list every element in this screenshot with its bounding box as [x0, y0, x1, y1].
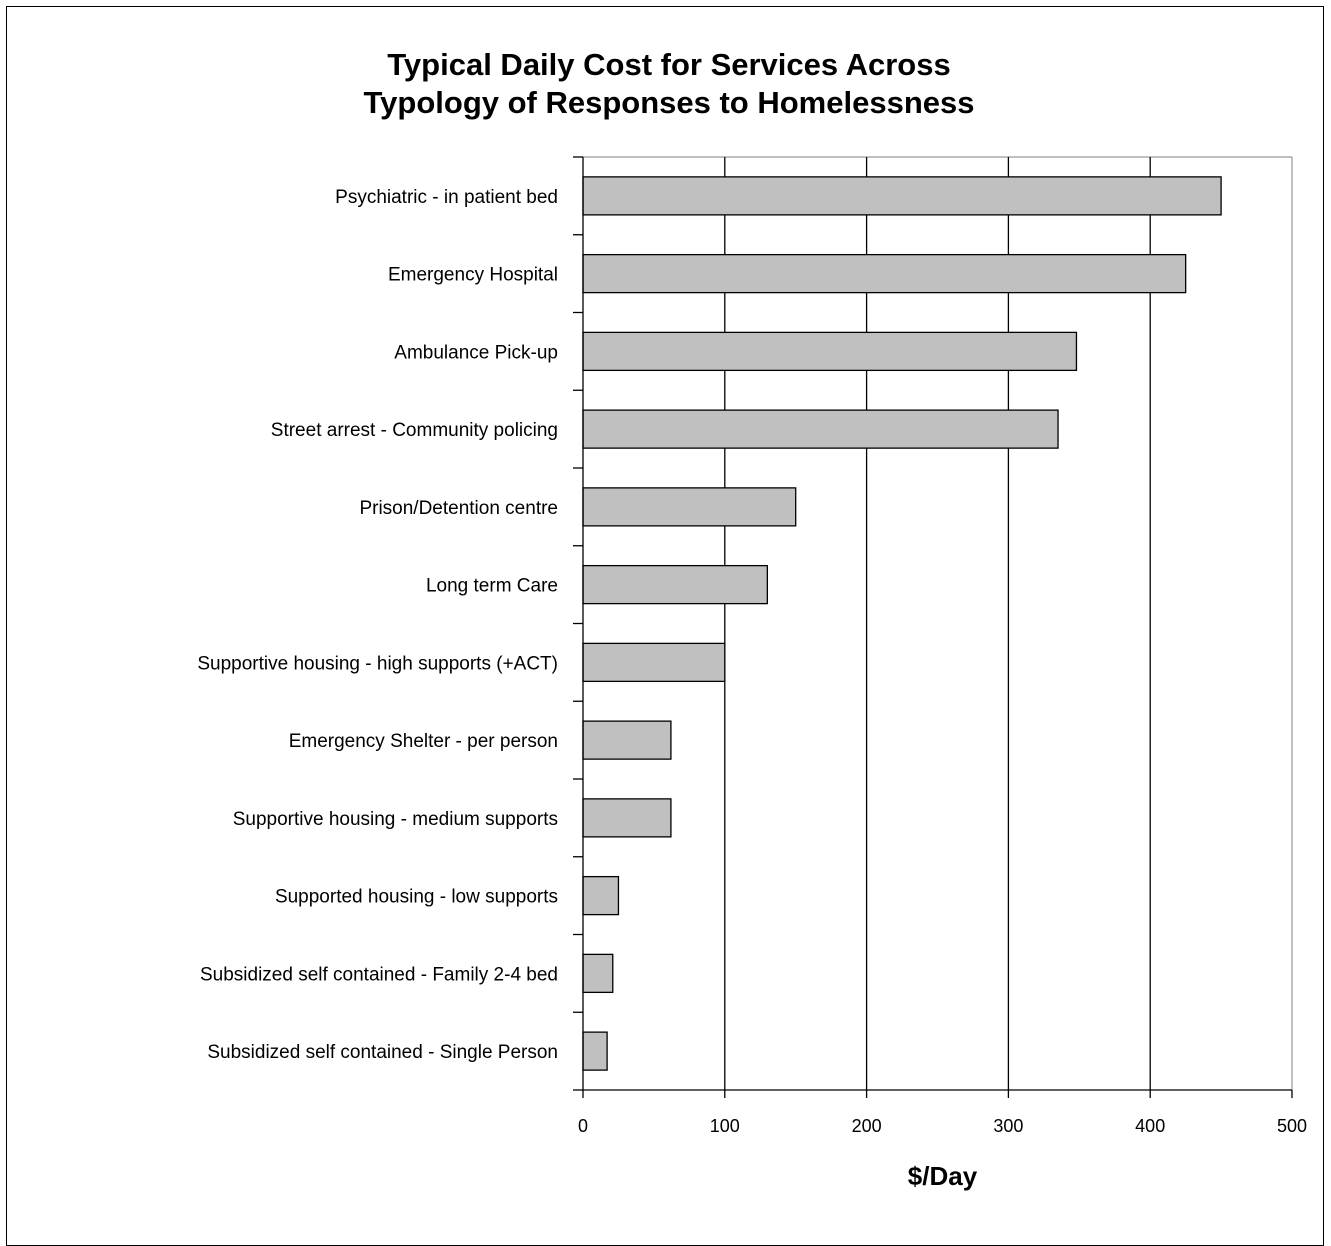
- category-label-5: Prison/Detention centre: [359, 498, 558, 519]
- category-label-9: Supportive housing - medium supports: [233, 809, 558, 830]
- category-label-2: Emergency Hospital: [388, 265, 558, 286]
- category-label-6: Long term Care: [426, 576, 558, 597]
- bar-2: [582, 253, 1187, 294]
- x-tick-label-400: 400: [1135, 1116, 1165, 1136]
- bar-4: [582, 409, 1059, 449]
- x-axis-title: $/Day: [908, 1161, 978, 1191]
- chart-title-line-2: Typology of Responses to Homelessness: [363, 85, 975, 120]
- x-tick-label-100: 100: [710, 1116, 740, 1136]
- category-label-7: Supportive housing - high supports (+ACT…: [197, 653, 558, 674]
- category-label-10: Supported housing - low supports: [275, 887, 558, 908]
- bar-layer: [582, 176, 1222, 1071]
- bar-11: [582, 953, 614, 994]
- x-tick-label-300: 300: [993, 1116, 1023, 1136]
- x-tick-label-200: 200: [852, 1116, 882, 1136]
- category-label-12: Subsidized self contained - Single Perso…: [207, 1042, 558, 1063]
- bar-3: [582, 331, 1078, 372]
- x-tick-label-0: 0: [578, 1116, 588, 1136]
- x-tick-label-500: 500: [1277, 1116, 1307, 1136]
- grid-layer: [583, 156, 1293, 1090]
- chart-title: Typical Daily Cost for Services Across T…: [0, 46, 1331, 122]
- axis-layer: [573, 156, 1293, 1098]
- bar-7: [582, 642, 726, 683]
- bar-9: [582, 798, 672, 838]
- category-label-3: Ambulance Pick-up: [394, 342, 558, 363]
- category-label-11: Subsidized self contained - Family 2-4 b…: [200, 964, 558, 985]
- category-label-8: Emergency Shelter - per person: [289, 731, 558, 752]
- bar-6: [582, 564, 768, 605]
- bar-12: [582, 1031, 608, 1071]
- category-label-4: Street arrest - Community policing: [271, 420, 558, 441]
- category-label-1: Psychiatric - in patient bed: [335, 187, 558, 208]
- bar-10: [582, 875, 620, 916]
- bar-8: [582, 720, 672, 760]
- bar-5: [582, 487, 797, 527]
- chart-title-line-1: Typical Daily Cost for Services Across: [387, 47, 951, 82]
- bar-1: [582, 176, 1222, 216]
- label-layer: 0 100 200 300 400 500 Psychiatric - in patient…: [197, 187, 1307, 1136]
